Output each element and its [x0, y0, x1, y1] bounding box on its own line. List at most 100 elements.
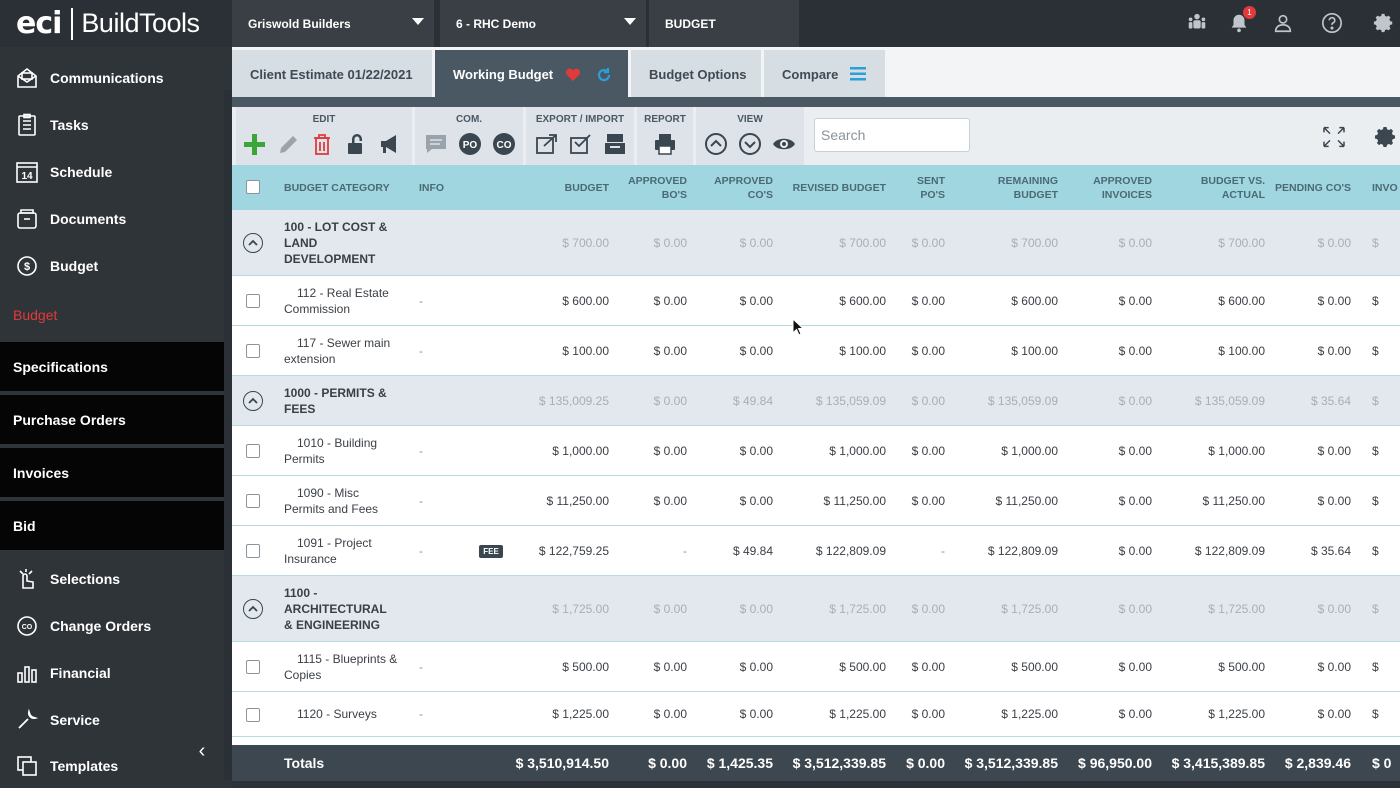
column-header[interactable]: APPROVED CO'S — [714, 174, 773, 201]
tab-compare[interactable]: Compare — [764, 50, 885, 98]
tab-budget-options[interactable]: Budget Options — [631, 50, 761, 98]
favorite-heart-icon[interactable] — [565, 68, 581, 85]
sidebar-scrollbar[interactable] — [224, 90, 232, 780]
search-input[interactable] — [814, 118, 970, 152]
export-icon[interactable] — [534, 131, 560, 157]
collapse-group-chevron-up-icon[interactable] — [243, 599, 263, 619]
column-header[interactable]: PENDING CO'S — [1274, 181, 1351, 194]
sidebar-item-communications[interactable]: Communications — [0, 54, 224, 101]
company-selector[interactable]: Griswold Builders — [232, 0, 434, 47]
edit-pencil-icon[interactable] — [276, 131, 302, 157]
unlock-icon[interactable] — [343, 131, 369, 157]
row-checkbox[interactable] — [246, 660, 260, 674]
budget-category-label[interactable]: 1115 - Blueprints & Copies — [284, 651, 398, 682]
budget-category-label[interactable]: 1090 - Misc Permits and Fees — [284, 485, 379, 516]
column-header[interactable]: INFO — [419, 181, 445, 194]
row-checkbox[interactable] — [246, 444, 260, 458]
column-header[interactable]: INVO — [1372, 181, 1398, 194]
budget-category-label[interactable]: 1000 - PERMITS & FEES — [284, 385, 387, 416]
table-row[interactable]: 112 - Real Estate Commission - $ 600.00 $ 0… — [232, 276, 1400, 326]
amount-cell: $ 0.00 — [653, 393, 687, 408]
visibility-eye-icon[interactable] — [771, 131, 797, 157]
notifications-bell-icon[interactable]: 1 — [1227, 6, 1256, 35]
svg-text:PO: PO — [463, 140, 478, 151]
table-group-row[interactable]: 100 - LOT COST & LAND DEVELOPMENT $ 700.0… — [232, 210, 1400, 276]
sidebar-item-schedule[interactable]: 14 Schedule — [0, 148, 224, 195]
column-header[interactable]: REVISED BUDGET — [792, 181, 886, 194]
megaphone-icon[interactable] — [377, 131, 403, 157]
fullscreen-expand-icon[interactable] — [1316, 120, 1352, 154]
collapse-group-chevron-up-icon[interactable] — [243, 391, 263, 411]
total-amount: $ 3,512,339.85 — [792, 755, 886, 771]
sidebar-item-budget[interactable]: $ Budget — [0, 242, 224, 289]
info-cell: - — [419, 543, 423, 558]
budget-category-label[interactable]: 1010 - Building Permits — [284, 435, 378, 466]
project-selector[interactable]: 6 - RHC Demo — [440, 0, 646, 47]
archive-icon[interactable] — [602, 131, 628, 157]
sidebar-item-selections[interactable]: Selections — [0, 555, 224, 602]
menu-hamburger-icon[interactable] — [850, 67, 866, 84]
sidebar-item-documents[interactable]: Documents — [0, 195, 224, 242]
row-checkbox[interactable] — [246, 544, 260, 558]
table-group-row[interactable]: 1100 - ARCHITECTURAL & ENGINEERING $ 1,72… — [232, 576, 1400, 642]
sidebar-subitem-budget-active[interactable]: Budget — [13, 307, 58, 323]
column-header[interactable]: APPROVED INVOICES — [1093, 174, 1152, 201]
column-header[interactable]: BUDGET VS. ACTUAL — [1200, 174, 1265, 201]
change-order-icon[interactable]: CO — [491, 131, 517, 157]
team-icon[interactable] — [1185, 11, 1209, 35]
help-icon[interactable] — [1320, 11, 1344, 35]
totals-row: Totals $ 3,510,914.50 $ 0.00 $ 1,425.35 $ 3,… — [232, 745, 1400, 781]
column-header[interactable]: REMAINING BUDGET — [997, 174, 1058, 201]
purchase-order-icon[interactable]: PO — [457, 131, 483, 157]
budget-category-label[interactable]: 117 - Sewer main extension — [284, 335, 391, 366]
user-profile-icon[interactable] — [1271, 11, 1295, 35]
print-icon[interactable] — [652, 131, 678, 157]
budget-category-label[interactable]: 1100 - ARCHITECTURAL & ENGINEERING — [284, 585, 387, 632]
amount-cell: $ 0.00 — [911, 235, 945, 250]
sidebar-subitem-invoices[interactable]: Invoices — [0, 448, 224, 499]
amount-cell: $ 1,000.00 — [1001, 443, 1058, 458]
budget-category-label[interactable]: 1091 - Project Insurance — [284, 535, 372, 566]
row-checkbox[interactable] — [246, 707, 260, 722]
tab-client-estimate[interactable]: Client Estimate 01/22/2021 — [232, 50, 432, 98]
sidebar-item-financial[interactable]: Financial — [0, 649, 224, 696]
collapse-sidebar-chevron-icon[interactable]: ‹ — [198, 739, 206, 762]
refresh-icon[interactable] — [595, 66, 613, 87]
app-logo[interactable]: eci BuildTools — [0, 0, 232, 47]
sidebar-subitem-bid[interactable]: Bid — [0, 501, 224, 552]
add-plus-icon[interactable] — [241, 131, 267, 157]
message-icon[interactable] — [423, 131, 449, 157]
budget-category-label[interactable]: 100 - LOT COST & LAND DEVELOPMENT — [284, 219, 388, 266]
budget-category-label[interactable]: 1120 - Surveys — [297, 707, 377, 721]
column-header[interactable]: BUDGET — [564, 181, 609, 194]
budget-category-label[interactable]: 112 - Real Estate Commission — [284, 285, 389, 316]
sidebar-item-templates[interactable]: Templates — [0, 742, 224, 788]
select-all-checkbox[interactable] — [246, 180, 260, 194]
table-row[interactable]: 1010 - Building Permits - $ 1,000.00 $ 0.00… — [232, 426, 1400, 476]
collapse-all-chevron-up-icon[interactable] — [703, 131, 729, 157]
row-checkbox[interactable] — [246, 294, 260, 308]
row-checkbox[interactable] — [246, 494, 260, 508]
tab-working-budget[interactable]: Working Budget — [435, 50, 628, 98]
sidebar-item-change-orders[interactable]: CO Change Orders — [0, 602, 224, 649]
sidebar-item-service[interactable]: Service — [0, 696, 224, 743]
import-icon[interactable] — [568, 131, 594, 157]
column-header[interactable]: BUDGET CATEGORY — [284, 181, 390, 194]
settings-gear-icon[interactable] — [1372, 11, 1396, 35]
table-settings-gear-icon[interactable] — [1373, 124, 1399, 150]
column-header[interactable]: APPROVED BO'S — [628, 174, 687, 201]
sidebar-item-tasks[interactable]: Tasks — [0, 101, 224, 148]
delete-trash-icon[interactable] — [309, 131, 335, 157]
table-row[interactable]: 1091 - Project Insurance - FEE $ 122,759.25… — [232, 526, 1400, 576]
table-row[interactable]: 1115 - Blueprints & Copies - $ 500.00 $ 0.0… — [232, 642, 1400, 692]
sidebar-subitem-specifications[interactable]: Specifications — [0, 342, 224, 393]
expand-all-chevron-down-icon[interactable] — [737, 131, 763, 157]
table-row[interactable]: 117 - Sewer main extension - $ 100.00 $ 0.0… — [232, 326, 1400, 376]
table-row[interactable]: 1120 - Surveys - $ 1,225.00 $ 0.00 $ 0.00 $ 1… — [232, 692, 1400, 737]
table-group-row[interactable]: 1000 - PERMITS & FEES $ 135,009.25 $ 0.00 $… — [232, 376, 1400, 426]
collapse-group-chevron-up-icon[interactable] — [243, 233, 263, 253]
table-row[interactable]: 1090 - Misc Permits and Fees - $ 11,250.00… — [232, 476, 1400, 526]
column-header[interactable]: SENT PO'S — [916, 174, 945, 201]
sidebar-subitem-purchase-orders[interactable]: Purchase Orders — [0, 395, 224, 446]
row-checkbox[interactable] — [246, 344, 260, 358]
